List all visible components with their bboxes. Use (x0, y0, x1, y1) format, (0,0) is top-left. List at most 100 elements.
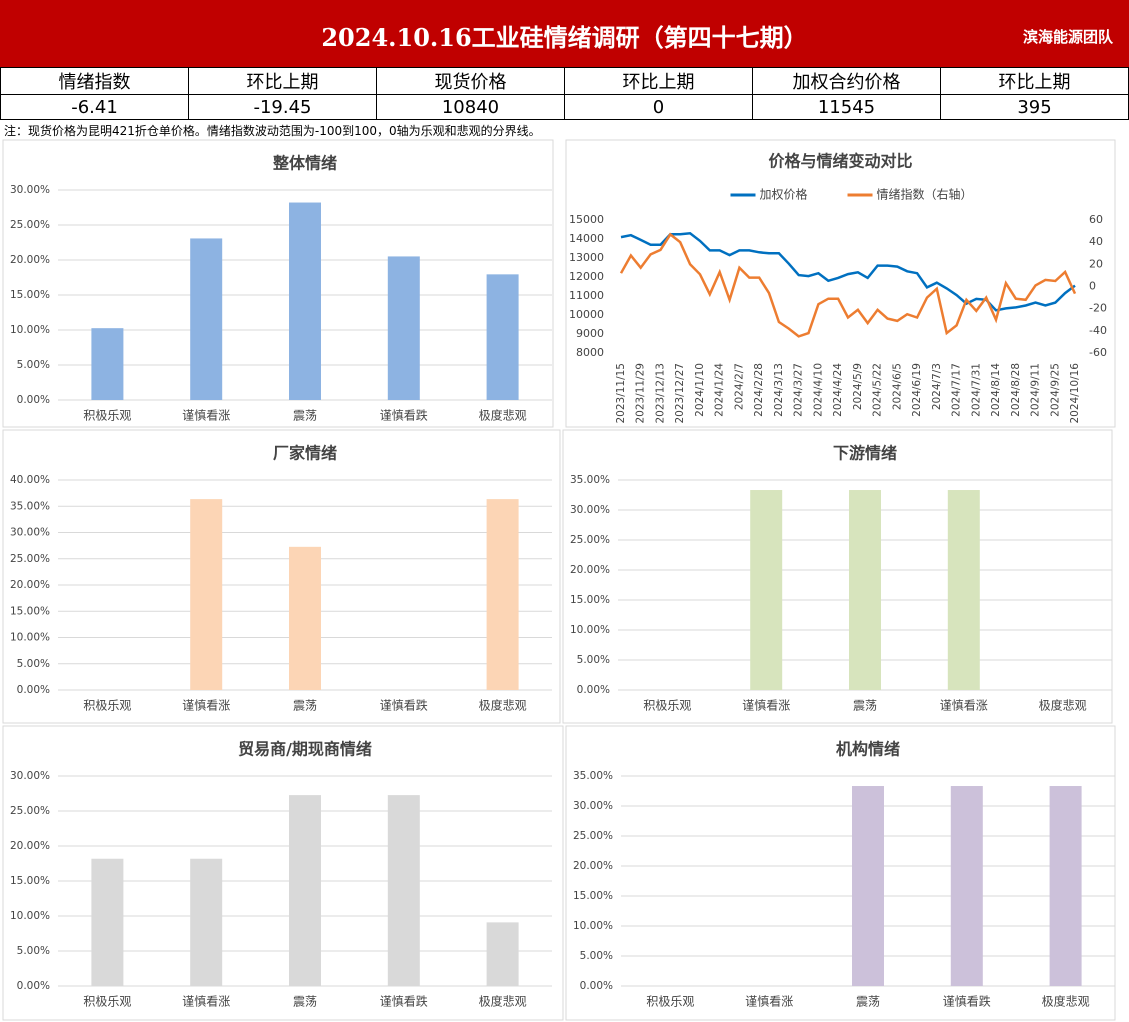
x-tick-label: 谨慎看跌 (380, 698, 428, 713)
bar (91, 328, 124, 400)
y-tick-label: 5.00% (17, 359, 50, 371)
x-tick-label: 2024/8/28 (1010, 363, 1022, 417)
x-tick-label: 2024/5/9 (852, 363, 864, 410)
y2-tick-label: -40 (1089, 324, 1107, 337)
y-tick-label: 14000 (569, 232, 604, 245)
x-tick-label: 2024/7/17 (951, 363, 963, 417)
chart-title: 整体情绪 (272, 154, 337, 173)
y-tick-label: 30.00% (573, 800, 613, 812)
chart-title: 机构情绪 (836, 740, 900, 759)
x-tick-label: 2024/4/10 (812, 363, 824, 417)
y-tick-label: 0.00% (577, 684, 610, 696)
y-tick-label: 25.00% (570, 534, 610, 546)
bar (750, 490, 783, 690)
y-tick-label: 35.00% (10, 500, 50, 512)
bar (387, 256, 420, 400)
x-tick-label: 谨慎看涨 (745, 994, 793, 1009)
value-cell: 0 (564, 94, 753, 120)
y-tick-label: 30.00% (10, 770, 50, 782)
title: 2024.10.16工业硅情绪调研（第四十七期） (321, 23, 808, 52)
y-tick-label: 20.00% (570, 564, 610, 576)
x-tick-label: 2024/9/25 (1049, 363, 1061, 417)
y-tick-label: 25.00% (10, 805, 50, 817)
y-tick-label: 20.00% (573, 860, 613, 872)
y-tick-label: 30.00% (570, 504, 610, 516)
y-tick-label: 10.00% (570, 624, 610, 636)
header: 2024.10.16工业硅情绪调研（第四十七期） 滨海能源团队 (0, 0, 1129, 67)
x-tick-label: 2024/4/24 (832, 363, 844, 417)
bar (190, 499, 223, 690)
y-tick-label: 10.00% (573, 920, 613, 932)
y2-tick-label: 20 (1089, 257, 1103, 270)
x-tick-label: 2023/12/27 (674, 363, 686, 424)
y-tick-label: 40.00% (10, 474, 50, 486)
y-tick-label: 9000 (576, 327, 604, 340)
panel (2, 725, 564, 1021)
y-tick-label: 12000 (569, 270, 604, 283)
y-tick-label: 10000 (569, 308, 604, 321)
legend-label: 加权价格 (760, 187, 808, 202)
x-tick-label: 2023/12/13 (654, 363, 666, 424)
bar (849, 490, 881, 690)
x-tick-label: 谨慎看跌 (943, 994, 991, 1009)
x-tick-label: 谨慎看涨 (182, 994, 230, 1009)
panel (2, 429, 561, 724)
x-tick-label: 2024/9/11 (1030, 363, 1042, 417)
bar (486, 922, 519, 986)
bar (387, 795, 420, 986)
x-tick-label: 极度悲观 (479, 994, 527, 1009)
x-tick-label: 2023/11/15 (615, 363, 627, 424)
chart-title: 下游情绪 (833, 444, 897, 463)
y-tick-label: 10.00% (10, 632, 50, 644)
bar (947, 490, 980, 690)
y2-tick-label: 60 (1089, 213, 1103, 226)
y-tick-label: 0.00% (17, 394, 50, 406)
header-row: 情绪指数 环比上期 现货价格 环比上期 加权合约价格 环比上期 (0, 67, 1129, 95)
note: 注：现货价格为昆明421折仓单价格。情绪指数波动范围为-100到100，0轴为乐… (4, 124, 541, 138)
y-tick-label: 20.00% (10, 840, 50, 852)
x-tick-label: 谨慎看跌 (380, 408, 428, 423)
team: 滨海能源团队 (1022, 28, 1113, 46)
bar (190, 858, 223, 986)
x-tick-label: 震荡 (856, 995, 880, 1009)
header-cell: 现货价格 (376, 67, 565, 95)
x-tick-label: 谨慎看涨 (742, 698, 790, 713)
y-tick-label: 5.00% (17, 658, 50, 670)
header-cell: 环比上期 (940, 67, 1129, 95)
value-cell: -6.41 (0, 94, 189, 120)
x-tick-label: 谨慎看跌 (380, 994, 428, 1009)
header-cell: 环比上期 (188, 67, 377, 95)
y-tick-label: 0.00% (17, 980, 50, 992)
value-cell: 395 (940, 94, 1129, 120)
line (619, 232, 1077, 338)
x-tick-label: 2023/11/29 (635, 363, 647, 424)
panel (565, 139, 1116, 428)
x-tick-label: 2024/2/7 (733, 363, 745, 410)
y-tick-label: 20.00% (10, 254, 50, 266)
header-cell: 情绪指数 (0, 67, 189, 95)
panel (2, 139, 554, 428)
x-tick-label: 积极乐观 (83, 995, 131, 1009)
bar (91, 858, 124, 986)
y-tick-label: 0.00% (580, 980, 613, 992)
bar (190, 238, 223, 400)
panel (562, 429, 1113, 724)
x-tick-label: 2024/5/22 (872, 363, 884, 417)
value-cell: 10840 (376, 94, 565, 120)
x-tick-label: 积极乐观 (83, 699, 131, 713)
value-cell: 11545 (752, 94, 941, 120)
bar (486, 274, 519, 400)
y-tick-label: 10.00% (10, 910, 50, 922)
header-cell: 环比上期 (564, 67, 753, 95)
x-tick-label: 震荡 (293, 409, 317, 423)
bar (486, 499, 519, 690)
x-tick-label: 极度悲观 (479, 698, 527, 713)
value-cell: -19.45 (188, 94, 377, 120)
x-tick-label: 积极乐观 (83, 409, 131, 423)
y-tick-label: 30.00% (10, 527, 50, 539)
y-tick-label: 0.00% (17, 684, 50, 696)
bar (852, 786, 884, 986)
chart-title: 贸易商/期现商情绪 (238, 740, 372, 759)
x-tick-label: 极度悲观 (1042, 994, 1090, 1009)
